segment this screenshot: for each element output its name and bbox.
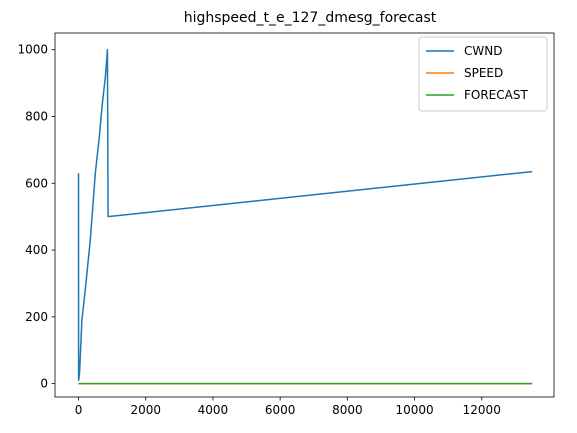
y-tick-label: 1000: [17, 43, 48, 57]
legend-label-cwnd: CWND: [464, 44, 502, 58]
series-line-cwnd: [77, 48, 533, 382]
x-tick-label: 2000: [130, 403, 161, 417]
y-tick-label: 800: [25, 109, 48, 123]
plot-area: [77, 48, 533, 385]
x-tick-label: 12000: [463, 403, 501, 417]
legend-label-forecast: FORECAST: [464, 88, 528, 102]
chart-title: highspeed_t_e_127_dmesg_forecast: [184, 10, 437, 26]
x-tick-label: 6000: [265, 403, 296, 417]
y-axis: 0 200 400 600 800 1000: [17, 43, 55, 391]
y-tick-label: 600: [25, 176, 48, 190]
x-tick-label: 0: [75, 403, 83, 417]
y-tick-label: 0: [40, 377, 48, 391]
y-tick-label: 200: [25, 310, 48, 324]
axes-frame: [54, 32, 555, 398]
legend-box: [418, 36, 548, 112]
legend-label-speed: SPEED: [464, 66, 503, 80]
x-axis: 0 2000 4000 6000 8000 10000 12000: [75, 397, 501, 417]
legend: CWND SPEED FORECAST: [418, 36, 548, 112]
x-tick-label: 4000: [198, 403, 229, 417]
x-tick-label: 8000: [332, 403, 363, 417]
y-tick-label: 400: [25, 243, 48, 257]
x-tick-label: 10000: [395, 403, 433, 417]
